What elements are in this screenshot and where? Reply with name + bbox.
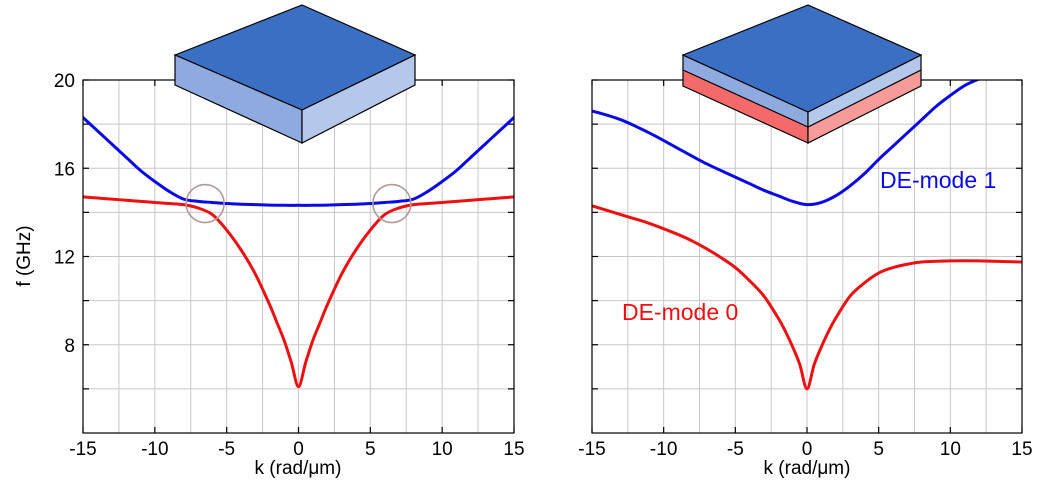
film-top-face	[681, 4, 923, 113]
x-tick-label: -15	[69, 439, 96, 460]
series-group	[83, 116, 514, 389]
y-tick-label: 12	[54, 248, 75, 269]
series-label-de-mode-1: DE-mode 1	[880, 167, 996, 193]
x-tick-label: 10	[940, 439, 961, 460]
x-tick-label: 15	[1011, 439, 1032, 460]
y-axis-title: f (GHz)	[14, 225, 35, 286]
y-tick-label: 20	[54, 71, 75, 92]
right-panel: -15 -10 -5 0 5 10 15	[578, 79, 1033, 460]
series-line-mode-0	[592, 204, 1022, 391]
x-tick-label: -5	[727, 439, 744, 460]
series-line-mode-1	[592, 80, 981, 207]
x-tick-label: 10	[432, 439, 453, 460]
x-tick-label: 0	[293, 439, 304, 460]
x-tick-label: -10	[650, 439, 677, 460]
series-label-de-mode-0: DE-mode 0	[622, 299, 738, 325]
crossing-marker	[185, 183, 225, 224]
x-tick-label: -5	[218, 439, 235, 460]
series-group	[592, 80, 1022, 391]
slab-on-substrate-icon	[681, 4, 923, 144]
slab-right-face	[301, 54, 416, 144]
x-tick-label: -10	[141, 439, 168, 460]
series-line-mode-0	[83, 195, 514, 389]
series-line-mode-1	[83, 116, 514, 207]
y-tick-label: 16	[54, 159, 75, 180]
x-tick-label: 5	[873, 439, 884, 460]
grid	[592, 80, 1022, 433]
axis-ticks: -15 -10 -5 0 5 10 15	[578, 79, 1033, 460]
x-axis-title-left: k (rad/μm)	[255, 458, 342, 479]
x-tick-label: 0	[802, 439, 813, 460]
crossing-marker	[372, 183, 412, 224]
x-tick-label: 15	[503, 439, 524, 460]
magnetic-slab-icon	[173, 4, 417, 144]
x-tick-label: -15	[578, 439, 605, 460]
x-tick-label: 5	[365, 439, 376, 460]
axis-ticks: -15 -10 -5 0 5 10 15 8 12 16 20	[54, 71, 525, 460]
x-axis-title-right: k (rad/μm)	[764, 458, 851, 479]
y-tick-label: 8	[64, 336, 75, 357]
